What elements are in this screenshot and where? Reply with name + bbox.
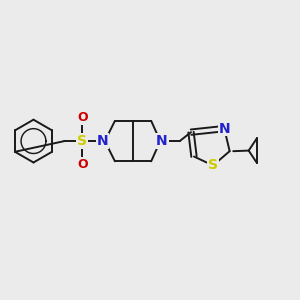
Text: S: S bbox=[208, 158, 218, 172]
Text: N: N bbox=[218, 122, 230, 136]
Text: S: S bbox=[77, 134, 87, 148]
Text: O: O bbox=[77, 158, 88, 171]
Text: N: N bbox=[156, 134, 168, 148]
Text: O: O bbox=[77, 111, 88, 124]
Text: N: N bbox=[97, 134, 108, 148]
